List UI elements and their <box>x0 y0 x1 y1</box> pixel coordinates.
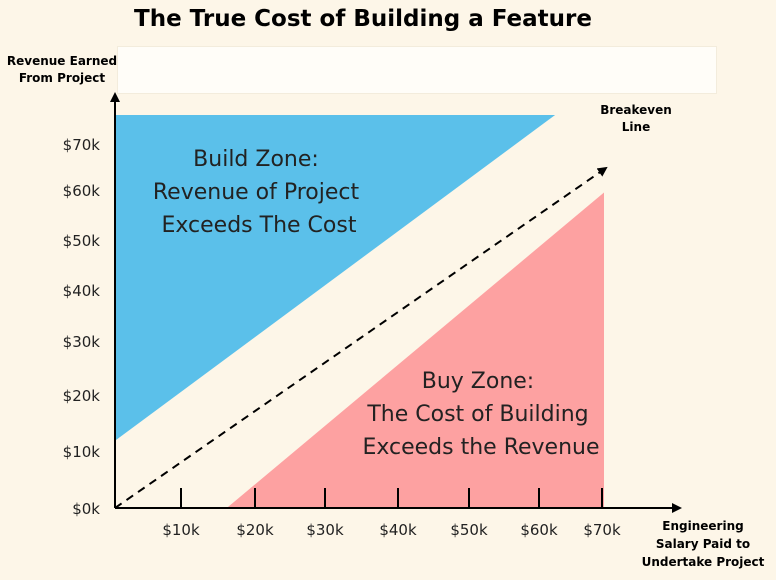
y-tick-label: $30k <box>63 333 101 351</box>
build-zone-label-line-1: Build Zone: <box>193 147 319 172</box>
y-tick-label: $0k <box>72 500 100 518</box>
y-tick-label: $60k <box>63 182 101 200</box>
y-axis-title-line-1: Revenue Earned <box>7 54 117 68</box>
x-tick-label: $20k <box>236 521 274 539</box>
x-ticks: $10k $20k $30k $40k $50k $60k $70k <box>162 488 621 539</box>
y-tick-label: $50k <box>63 232 101 250</box>
y-tick-label: $70k <box>63 136 101 154</box>
y-tick-label: $10k <box>63 443 101 461</box>
build-zone-label-line-2: Revenue of Project <box>153 180 360 205</box>
chart-title: The True Cost of Building a Feature <box>134 6 592 32</box>
x-tick-label: $40k <box>379 521 417 539</box>
y-tick-label: $20k <box>63 387 101 405</box>
build-zone-area <box>115 114 556 441</box>
build-zone-label: Build Zone: Revenue of Project Exceeds T… <box>153 147 360 238</box>
x-tick-label: $50k <box>450 521 488 539</box>
x-axis-title-line-3: Undertake Project <box>642 555 765 569</box>
buy-zone-label-line-2: The Cost of Building <box>366 402 588 427</box>
x-axis-title-line-2: Salary Paid to <box>656 537 750 551</box>
breakeven-label-line-1: Breakeven <box>600 103 672 117</box>
x-tick-label: $30k <box>306 521 344 539</box>
x-tick-label: $10k <box>162 521 200 539</box>
y-axis-title-line-2: From Project <box>19 71 106 85</box>
buy-zone-label-line-3: Exceeds the Revenue <box>362 435 599 460</box>
x-axis-title-line-1: Engineering <box>662 519 743 533</box>
x-tick-label: $60k <box>520 521 558 539</box>
buy-zone-area <box>226 192 604 509</box>
build-zone-label-line-3: Exceeds The Cost <box>162 213 357 238</box>
breakeven-line <box>114 166 608 509</box>
zones-layer <box>115 114 604 509</box>
y-tick-label: $40k <box>63 282 101 300</box>
header-band <box>117 46 717 94</box>
buy-zone-label: Buy Zone: The Cost of Building Exceeds t… <box>362 369 599 460</box>
y-ticks: $0k $10k $20k $30k $40k $50k $60k $70k <box>63 136 101 518</box>
x-tick-label: $70k <box>583 521 621 539</box>
breakeven-label-line-2: Line <box>622 120 650 134</box>
buy-zone-label-line-1: Buy Zone: <box>422 369 534 394</box>
